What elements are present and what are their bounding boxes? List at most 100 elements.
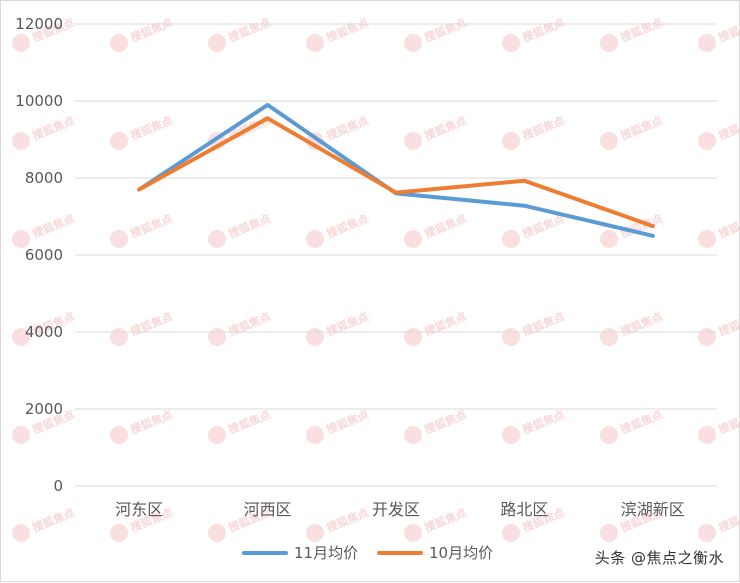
- legend-label: 10月均价: [429, 544, 493, 562]
- watermark-logo-mark: [502, 132, 520, 150]
- watermark-logo-mark: [306, 426, 324, 444]
- watermark-logo: 搜狐焦点: [110, 309, 174, 346]
- watermark-logo: 搜狐焦点: [208, 211, 272, 248]
- watermark-logo: 搜狐焦点: [11, 113, 76, 150]
- watermark-logo-mark: [110, 426, 128, 444]
- series-line-2: [137, 116, 655, 229]
- watermark-logo-text: 搜狐焦点: [226, 15, 272, 44]
- watermark-logo-mark: [306, 230, 324, 248]
- watermark-logo-mark: [306, 524, 324, 542]
- watermark-logo: 搜狐焦点: [404, 15, 468, 52]
- watermark-logo: 搜狐焦点: [404, 113, 468, 150]
- watermark-logo: 搜狐焦点: [600, 309, 664, 346]
- watermark-logo-mark: [404, 524, 422, 542]
- watermark-logo: 搜狐焦点: [698, 407, 740, 444]
- watermark-logo-text: 搜狐焦点: [520, 407, 566, 436]
- watermark-logo-mark: [110, 328, 128, 346]
- watermark-logo-mark: [208, 328, 226, 346]
- x-axis-categories: 河东区 河西区 开发区 路北区 滨湖新区: [115, 500, 685, 519]
- watermark-logo-mark: [11, 132, 30, 150]
- watermark-logo-text: 搜狐焦点: [226, 309, 272, 338]
- watermark-logo: 搜狐焦点: [404, 407, 468, 444]
- watermark-logo-mark: [600, 426, 618, 444]
- watermark-logo: 搜狐焦点: [11, 211, 76, 248]
- watermark-logo-mark: [502, 524, 520, 542]
- watermark-logo-text: 搜狐焦点: [422, 407, 468, 436]
- watermark-logo-mark: [11, 524, 30, 542]
- watermark-logo-mark: [208, 230, 226, 248]
- watermark-logo-text: 搜狐焦点: [422, 211, 468, 240]
- watermark-logo: 搜狐焦点: [404, 309, 468, 346]
- watermark-logo-mark: [11, 34, 30, 52]
- watermark-logo-text: 搜狐焦点: [324, 309, 370, 338]
- watermark-logo-mark: [404, 132, 422, 150]
- watermark-logo-mark: [208, 34, 226, 52]
- watermark-logo-text: 搜狐焦点: [324, 407, 370, 436]
- x-category-label: 滨湖新区: [621, 500, 685, 519]
- watermark-logo: 搜狐焦点: [110, 211, 174, 248]
- watermark-logo: 搜狐焦点: [404, 211, 468, 248]
- watermark-logo-mark: [698, 328, 716, 346]
- watermark-logo-text: 搜狐焦点: [128, 309, 174, 338]
- watermark-logo: 搜狐焦点: [306, 505, 370, 542]
- watermark-logo-mark: [11, 328, 30, 346]
- watermark-logo-text: 搜狐焦点: [226, 211, 272, 240]
- series-layer: [137, 102, 655, 238]
- watermark-logo-text: 搜狐焦点: [128, 211, 174, 240]
- watermark-logo-text: 搜狐焦点: [324, 113, 370, 142]
- watermark-logo-text: 搜狐焦点: [520, 15, 566, 44]
- watermark-logo-mark: [208, 426, 226, 444]
- watermark-logo: 搜狐焦点: [208, 309, 272, 346]
- y-axis-ticks: 0 2000 4000 6000 8000 10000 12000: [15, 15, 63, 495]
- watermark-logo-text: 搜狐焦点: [716, 113, 740, 142]
- watermark-logo-mark: [502, 426, 520, 444]
- watermark-logo: 搜狐焦点: [600, 113, 664, 150]
- watermark-logo: 搜狐焦点: [698, 113, 740, 150]
- y-tick-label: 8000: [25, 169, 63, 187]
- watermark-logo-mark: [698, 34, 716, 52]
- watermark-logo-text: 搜狐焦点: [324, 505, 370, 534]
- watermark-logo-mark: [110, 230, 128, 248]
- watermark-logo-text: 搜狐焦点: [128, 407, 174, 436]
- watermark-logo: 搜狐焦点: [306, 309, 370, 346]
- x-category-label: 开发区: [372, 500, 420, 519]
- watermark-logo-mark: [208, 524, 226, 542]
- series-line-1: [137, 102, 655, 238]
- watermark-logo: 搜狐焦点: [306, 407, 370, 444]
- watermark-logo-text: 搜狐焦点: [618, 15, 664, 44]
- watermark-logo-mark: [306, 34, 324, 52]
- x-category-label: 路北区: [500, 500, 548, 519]
- y-tick-label: 0: [53, 477, 63, 495]
- watermark-logo-text: 搜狐焦点: [716, 211, 740, 240]
- watermark-logo: 搜狐焦点: [110, 113, 174, 150]
- grid-layer: [75, 23, 717, 487]
- watermark-logo: 搜狐焦点: [600, 15, 664, 52]
- watermark-logo-mark: [698, 426, 716, 444]
- watermark-logo: 搜狐焦点: [698, 15, 740, 52]
- watermark-logo-mark: [600, 34, 618, 52]
- watermark-logo-text: 搜狐焦点: [30, 211, 76, 240]
- watermark-logo-mark: [110, 34, 128, 52]
- watermark-logo-mark: [11, 230, 30, 248]
- watermark-logo-text: 搜狐焦点: [716, 15, 740, 44]
- source-credit: 头条 @焦点之衡水: [594, 549, 724, 567]
- watermark-logo: 搜狐焦点: [11, 505, 76, 542]
- x-category-label: 河东区: [115, 500, 163, 519]
- watermark-logo-text: 搜狐焦点: [422, 113, 468, 142]
- watermark-logo-text: 搜狐焦点: [716, 309, 740, 338]
- watermark-logo-text: 搜狐焦点: [716, 407, 740, 436]
- watermark-logo: 搜狐焦点: [502, 407, 566, 444]
- watermark-logo-text: 搜狐焦点: [520, 113, 566, 142]
- watermark-logo-text: 搜狐焦点: [716, 505, 740, 534]
- watermark-logo-mark: [600, 524, 618, 542]
- watermark-logo: 搜狐焦点: [502, 15, 566, 52]
- y-tick-label: 2000: [25, 400, 63, 418]
- watermark-logo: 搜狐焦点: [502, 309, 566, 346]
- watermark-logo-mark: [600, 328, 618, 346]
- watermark-logo-mark: [404, 230, 422, 248]
- watermark-logo-mark: [404, 328, 422, 346]
- watermark-logo-text: 搜狐焦点: [324, 15, 370, 44]
- watermark-logo-mark: [110, 132, 128, 150]
- watermark-logo-text: 搜狐焦点: [30, 113, 76, 142]
